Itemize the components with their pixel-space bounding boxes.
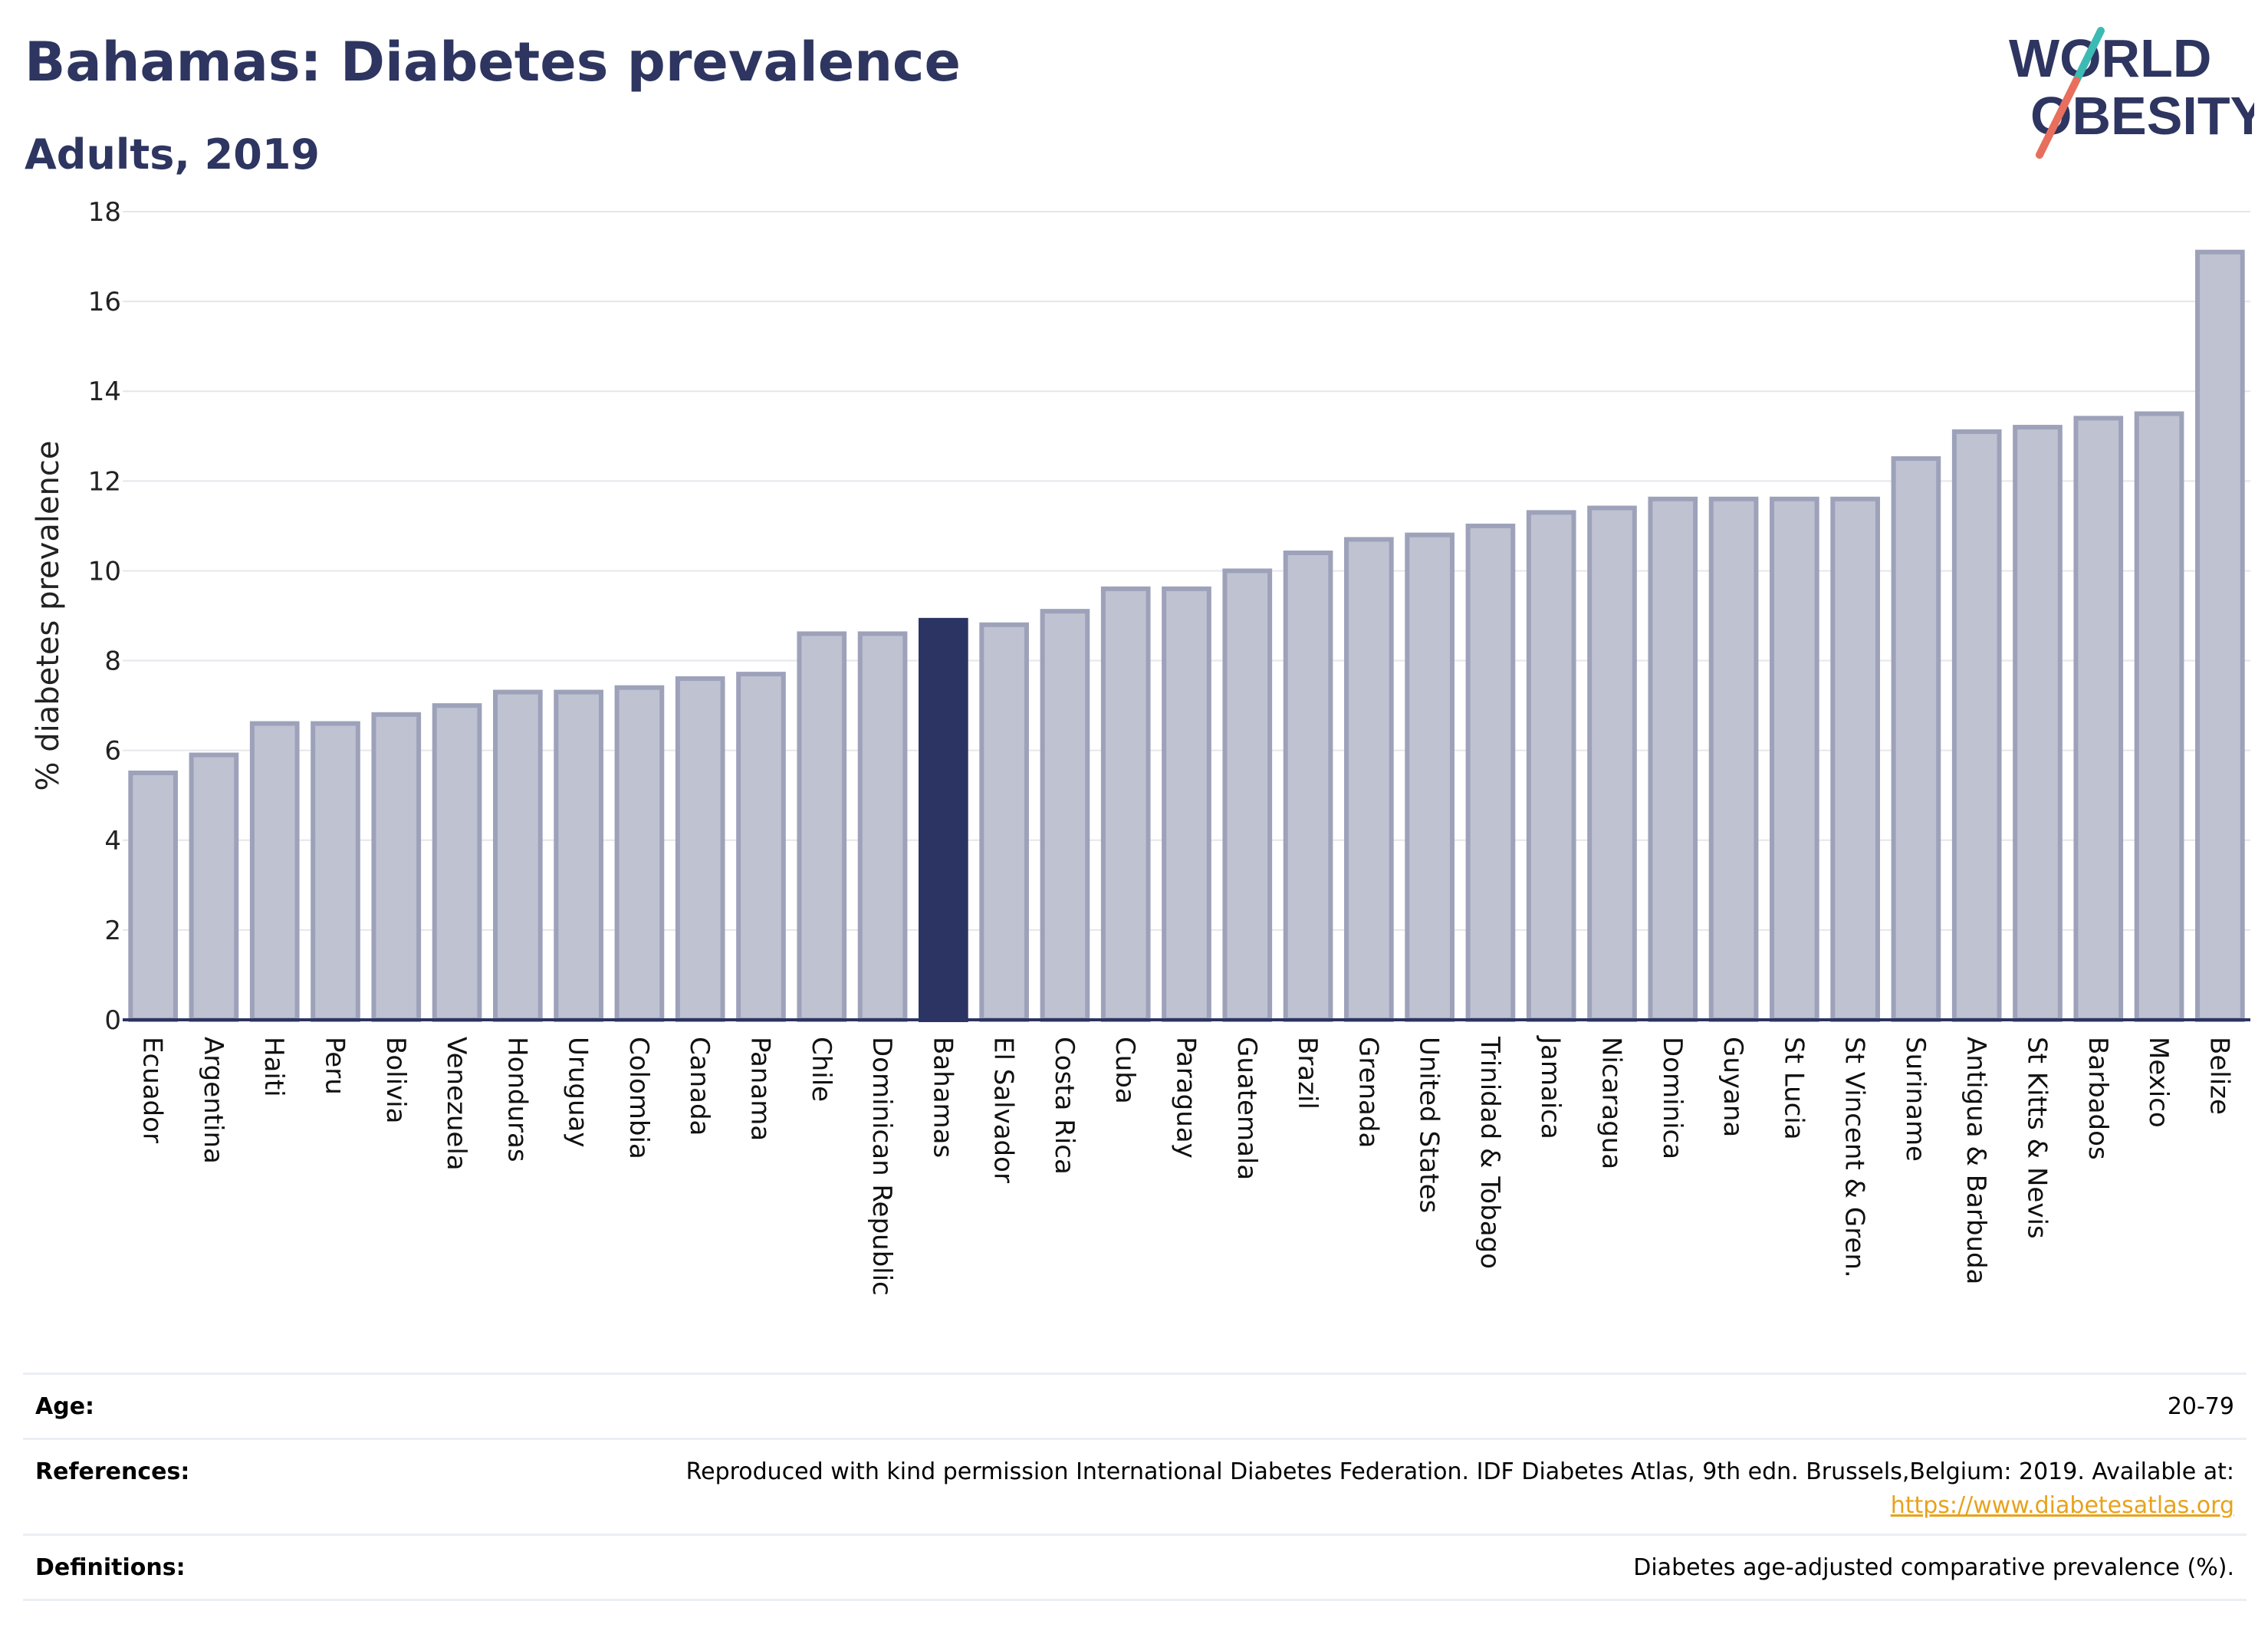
logo-slash-teal xyxy=(2072,27,2105,84)
bar xyxy=(1222,568,1273,1022)
bar xyxy=(1951,429,2002,1022)
x-tick-label: Brazil xyxy=(1292,1037,1323,1110)
x-tick-label: Dominican Republic xyxy=(866,1037,897,1296)
y-tick-label: 16 xyxy=(88,287,121,317)
x-tick-label: Uruguay xyxy=(563,1037,593,1148)
bar xyxy=(128,770,178,1022)
y-tick-label: 4 xyxy=(104,826,121,856)
bar xyxy=(311,721,360,1022)
x-tick-label: Costa Rica xyxy=(1049,1037,1080,1175)
x-tick-label: Venezuela xyxy=(441,1037,472,1171)
bar xyxy=(1587,505,1637,1022)
x-tick-label: Mexico xyxy=(2143,1037,2174,1128)
age-value: 20-79 xyxy=(2167,1393,2234,1420)
age-label: Age: xyxy=(35,1393,95,1420)
y-tick-label: 8 xyxy=(104,646,121,677)
x-tick-label: Nicaragua xyxy=(1596,1037,1627,1169)
bar xyxy=(736,672,786,1022)
bar xyxy=(675,676,725,1022)
x-tick-label: Guatemala xyxy=(1231,1037,1262,1180)
bar xyxy=(1526,510,1576,1022)
x-tick-label: Cuba xyxy=(1109,1037,1140,1104)
bar xyxy=(2073,416,2124,1022)
x-tick-label: Argentina xyxy=(198,1037,228,1164)
bar xyxy=(2195,249,2245,1022)
references-label: References: xyxy=(35,1458,190,1485)
references-value: Reproduced with kind permission Internat… xyxy=(685,1458,2234,1485)
bar xyxy=(189,752,239,1022)
x-tick-label: Colombia xyxy=(623,1037,654,1159)
definitions-value: Diabetes age-adjusted comparative preval… xyxy=(1633,1554,2234,1581)
x-tick-label: United States xyxy=(1414,1037,1445,1213)
y-tick-label: 10 xyxy=(88,556,121,587)
x-tick-label: Barbados xyxy=(2082,1037,2113,1160)
bar xyxy=(857,631,908,1023)
x-tick-label: Trinidad & Tobago xyxy=(1474,1036,1505,1269)
x-tick-label: Bolivia xyxy=(380,1037,411,1123)
x-tick-label: Belize xyxy=(2204,1037,2234,1115)
y-tick-label: 6 xyxy=(104,736,121,767)
bar xyxy=(1040,609,1090,1022)
y-tick-label: 2 xyxy=(104,916,121,946)
bar xyxy=(2134,411,2184,1022)
y-tick-label: 12 xyxy=(88,466,121,497)
bar xyxy=(1891,456,1941,1022)
bar xyxy=(249,721,300,1022)
bar xyxy=(797,631,847,1023)
chart-subtitle: Adults, 2019 xyxy=(25,130,320,179)
x-tick-label: Paraguay xyxy=(1171,1037,1201,1159)
x-tick-label: Jamaica xyxy=(1535,1035,1566,1139)
chart-title: Bahamas: Diabetes prevalence xyxy=(25,31,961,94)
bar-chart: 0 2 4 6 8 10 12 14 16 18 % diabetes prevalence Ecua… xyxy=(31,197,2250,1296)
bar xyxy=(1100,586,1151,1022)
y-axis-label: % diabetes prevalence xyxy=(31,440,66,791)
bar xyxy=(614,685,665,1022)
info-table: Age: 20-79 References: Reproduced with k… xyxy=(23,1373,2247,1601)
info-row-age: Age: 20-79 xyxy=(23,1373,2247,1438)
bar xyxy=(493,689,543,1022)
x-tick-label: Dominica xyxy=(1657,1037,1688,1159)
x-tick-label: Grenada xyxy=(1353,1037,1383,1148)
definitions-label: Definitions: xyxy=(35,1554,186,1581)
world-obesity-logo: WORLD OBESITY xyxy=(2009,27,2254,159)
bar xyxy=(1465,523,1516,1022)
bar xyxy=(1708,496,1759,1022)
x-tick-label: St Kitts & Nevis xyxy=(2022,1037,2053,1239)
x-tick-label: El Salvador xyxy=(988,1037,1019,1183)
bar xyxy=(1283,551,1333,1022)
y-tick-label: 14 xyxy=(88,376,121,407)
info-row-references: References: Reproduced with kind permiss… xyxy=(23,1438,2247,1534)
x-tick-label: Honduras xyxy=(501,1037,532,1162)
x-tick-label: Canada xyxy=(684,1037,715,1136)
x-tick-label: Ecuador xyxy=(137,1037,168,1143)
bar xyxy=(1648,496,1698,1022)
y-tick-label: 18 xyxy=(88,197,121,228)
bar xyxy=(1405,532,1454,1022)
y-tick-label: 0 xyxy=(104,1005,121,1036)
bar xyxy=(371,712,422,1022)
x-tick-label: St Vincent & Gren. xyxy=(1839,1037,1870,1278)
x-tick-label: Panama xyxy=(745,1037,776,1141)
x-tick-label: Bahamas xyxy=(927,1037,958,1158)
bar xyxy=(432,703,482,1022)
x-tick-label: Suriname xyxy=(1900,1037,1931,1162)
x-tick-label: Haiti xyxy=(258,1037,289,1097)
x-tick-label: Guyana xyxy=(1717,1037,1748,1137)
bar xyxy=(1770,496,1819,1022)
bar xyxy=(1162,586,1211,1022)
bar xyxy=(919,617,968,1022)
bar xyxy=(1344,537,1394,1022)
x-tick-label: Peru xyxy=(320,1037,350,1095)
references-link[interactable]: https://www.diabetesatlas.org xyxy=(1890,1492,2234,1519)
bar xyxy=(1830,496,1880,1022)
bar xyxy=(979,622,1029,1022)
x-tick-label: St Lucia xyxy=(1778,1037,1809,1140)
x-tick-label: Chile xyxy=(806,1037,837,1102)
bar xyxy=(2013,425,2063,1022)
x-tick-label: Antigua & Barbuda xyxy=(1961,1037,1991,1284)
logo-slash-coral xyxy=(2036,77,2080,159)
bar xyxy=(554,689,603,1022)
info-row-definitions: Definitions: Diabetes age-adjusted compa… xyxy=(23,1534,2247,1601)
logo-text-world: WORLD xyxy=(2009,28,2211,88)
